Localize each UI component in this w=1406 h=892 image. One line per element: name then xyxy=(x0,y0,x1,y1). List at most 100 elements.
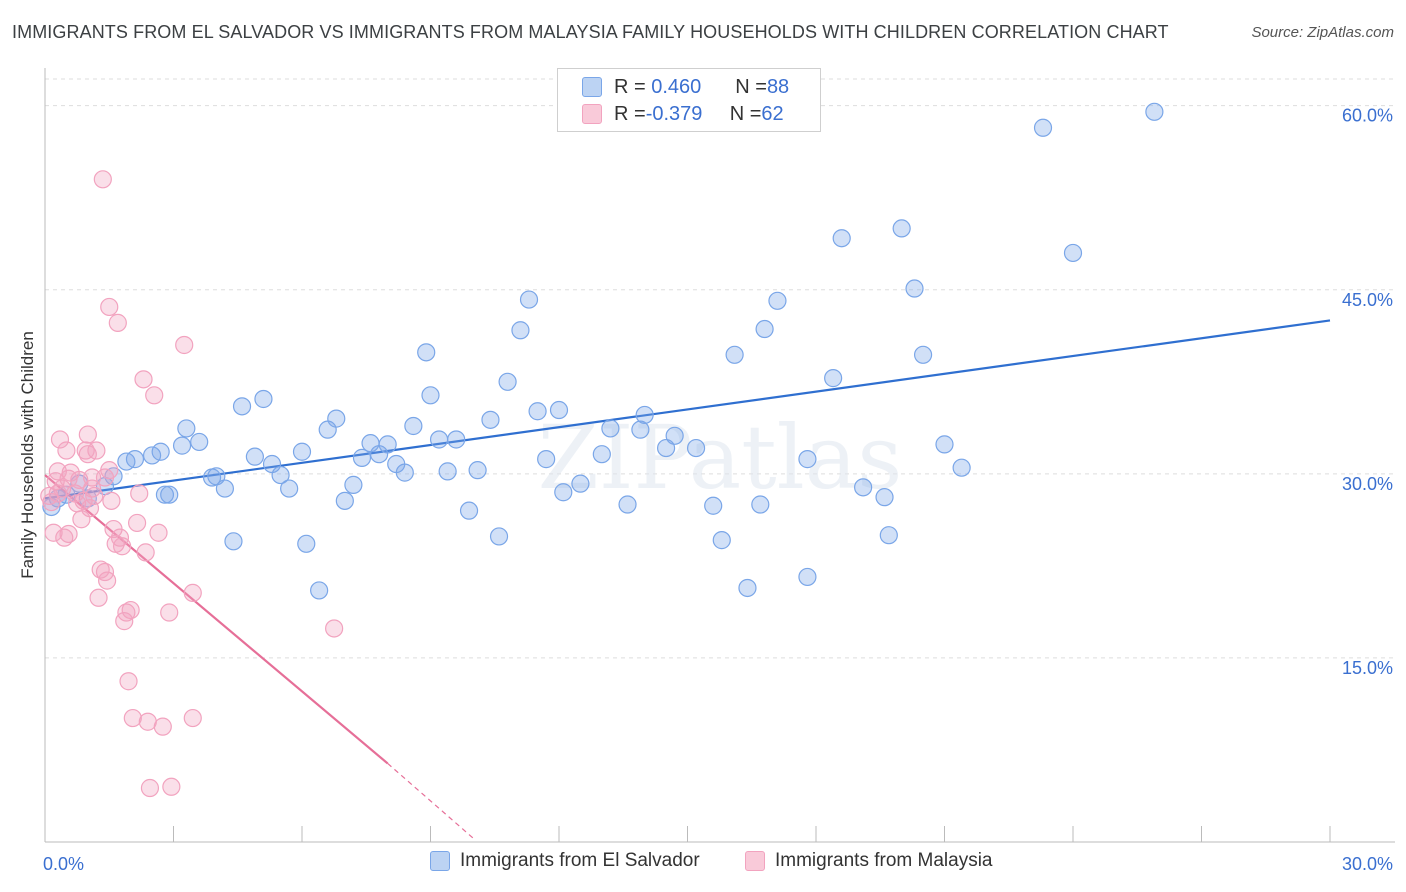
data-point xyxy=(738,578,757,598)
legend-label: Immigrants from El Salvador xyxy=(460,850,700,871)
data-point xyxy=(153,717,172,736)
data-point xyxy=(447,430,466,449)
data-point xyxy=(755,319,774,339)
data-point xyxy=(140,778,160,798)
data-point xyxy=(824,369,843,388)
trend-lines xyxy=(44,319,1331,839)
data-point xyxy=(183,583,202,602)
malaysia-swatch xyxy=(745,851,765,871)
data-point xyxy=(280,479,299,498)
data-point xyxy=(344,475,363,494)
data-point xyxy=(119,672,138,691)
data-point xyxy=(215,479,234,498)
r-value: -0.379 xyxy=(645,102,703,125)
series-legend: Immigrants from El Salvador Immigrants f… xyxy=(0,850,1406,878)
data-point xyxy=(59,524,78,544)
data-point xyxy=(768,291,787,310)
y-axis-label: Family Households with Children xyxy=(18,331,37,579)
chart-title: IMMIGRANTS FROM EL SALVADOR VS IMMIGRANT… xyxy=(12,22,1169,42)
data-point xyxy=(297,534,316,553)
data-point xyxy=(438,462,457,481)
data-point xyxy=(130,484,149,503)
data-point xyxy=(686,438,706,458)
data-point xyxy=(134,370,153,389)
data-point xyxy=(665,426,684,445)
data-point xyxy=(100,297,119,317)
n-label: N = xyxy=(735,75,767,98)
data-point xyxy=(57,441,76,460)
data-point xyxy=(489,527,509,546)
trend-line-malaysia-extension xyxy=(387,763,474,839)
data-point xyxy=(245,447,264,466)
tick-labels: 15.0% 30.0% 45.0% 60.0% 0.0% 30.0% xyxy=(43,106,1393,874)
data-point xyxy=(832,229,851,248)
x-tick-label: 30.0% xyxy=(1342,854,1393,874)
data-point xyxy=(327,409,346,428)
stats-row-el-salvador: R = 0.460 N = 88 xyxy=(582,74,789,100)
trend-line-el-salvador xyxy=(44,319,1331,500)
data-point xyxy=(224,532,243,551)
data-point xyxy=(352,448,372,467)
data-point xyxy=(310,581,329,600)
data-point xyxy=(175,335,194,355)
el-salvador-swatch xyxy=(430,851,450,871)
legend-item-malaysia[interactable]: Immigrants from Malaysia xyxy=(745,850,993,872)
data-point xyxy=(136,543,155,562)
data-point xyxy=(704,496,723,515)
data-point xyxy=(875,488,894,507)
data-point xyxy=(232,397,252,416)
data-point xyxy=(798,450,817,469)
data-point xyxy=(421,386,440,405)
data-point xyxy=(905,279,924,298)
data-point xyxy=(155,485,175,504)
el-salvador-swatch xyxy=(582,77,602,97)
x-tick-label: 0.0% xyxy=(43,854,84,874)
data-point xyxy=(102,491,121,510)
r-label: R = xyxy=(614,102,646,125)
data-point xyxy=(892,219,911,238)
data-point xyxy=(121,600,140,620)
legend-item-el-salvador[interactable]: Immigrants from El Salvador xyxy=(430,850,700,872)
data-point xyxy=(254,389,273,409)
trend-line-malaysia xyxy=(44,474,389,765)
r-value: 0.460 xyxy=(651,75,702,98)
legend-label: Immigrants from Malaysia xyxy=(775,850,993,871)
data-point xyxy=(656,438,676,458)
data-point xyxy=(177,419,196,438)
data-point xyxy=(879,526,898,545)
data-point xyxy=(935,435,954,454)
data-point xyxy=(50,430,70,449)
chart-source: Source: ZipAtlas.com xyxy=(1251,24,1394,41)
data-point xyxy=(468,461,487,480)
data-point xyxy=(528,402,547,421)
data-point xyxy=(798,567,817,587)
data-points xyxy=(40,102,1164,798)
y-tick-label: 30.0% xyxy=(1342,474,1393,494)
data-point xyxy=(112,537,132,556)
data-point xyxy=(554,483,573,502)
stats-legend: R = 0.460 N = 88 R = -0.379 N = 62 xyxy=(557,68,821,132)
data-point xyxy=(1063,243,1083,263)
data-point xyxy=(725,345,744,364)
r-label: R = xyxy=(614,75,646,98)
data-point xyxy=(481,410,500,429)
data-point xyxy=(83,479,102,498)
y-tick-label: 60.0% xyxy=(1342,106,1393,126)
series-el-salvador xyxy=(42,102,1164,600)
malaysia-swatch xyxy=(582,104,602,124)
y-tick-label: 45.0% xyxy=(1342,290,1393,310)
data-point xyxy=(271,465,290,485)
data-point xyxy=(160,485,179,504)
data-point xyxy=(48,462,67,481)
data-point xyxy=(592,445,611,464)
data-point xyxy=(1033,118,1053,137)
data-point xyxy=(1145,102,1164,121)
data-point xyxy=(172,436,192,455)
data-point xyxy=(631,420,650,439)
data-point xyxy=(395,463,414,482)
data-point xyxy=(85,486,104,506)
axes xyxy=(44,68,1395,843)
data-point xyxy=(601,419,620,438)
y-tick-label: 15.0% xyxy=(1342,658,1393,678)
